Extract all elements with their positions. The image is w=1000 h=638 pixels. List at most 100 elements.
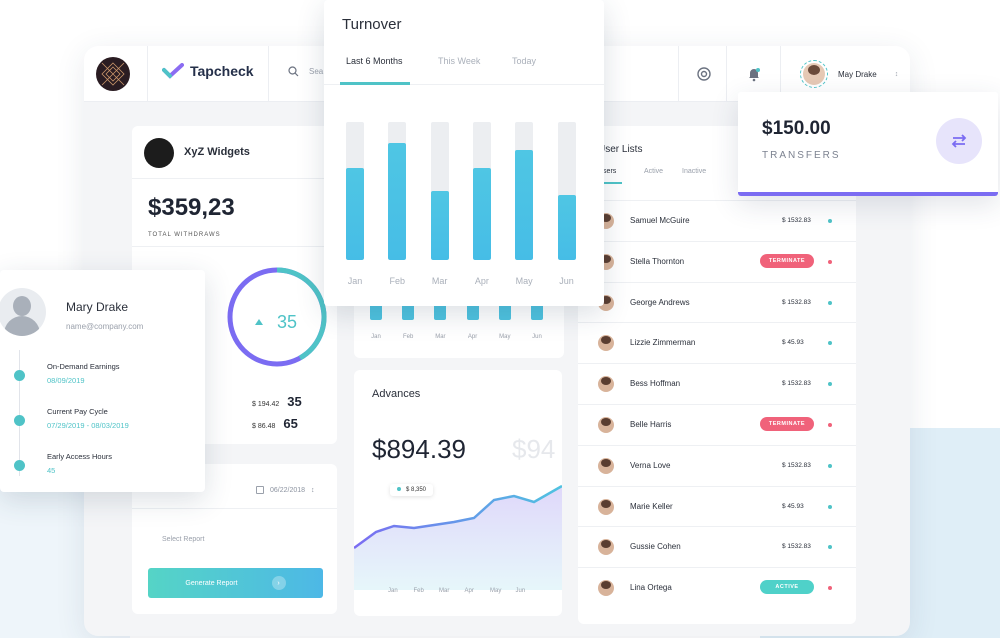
tab-inactive[interactable]: Inactive bbox=[682, 168, 707, 175]
status-dot bbox=[828, 219, 832, 223]
user-name: Marie Keller bbox=[630, 501, 673, 511]
chevron-updown-icon: ↕ bbox=[311, 486, 315, 494]
tab-last-6-months[interactable]: Last 6 Months bbox=[346, 56, 403, 66]
table-row[interactable]: Verna Love $ 1532.83 bbox=[578, 444, 856, 485]
tooltip-value: $ 8,350 bbox=[406, 487, 427, 493]
table-row[interactable]: Bess Hoffman $ 1532.83 bbox=[578, 363, 856, 403]
status-dot bbox=[828, 504, 832, 509]
user-avatar bbox=[598, 376, 614, 393]
timeline-dot bbox=[14, 370, 25, 381]
bar-apr[interactable] bbox=[472, 167, 491, 260]
status-dot bbox=[828, 463, 832, 468]
status-dot bbox=[828, 300, 832, 305]
user-name: George Andrews bbox=[630, 297, 690, 307]
bar-feb[interactable] bbox=[388, 142, 407, 260]
status-dot bbox=[828, 382, 832, 387]
search-icon bbox=[288, 66, 299, 77]
profile-card: Mary Drake name@company.com On-Demand Ea… bbox=[0, 270, 205, 492]
table-row[interactable]: Stella Thornton TERMINATE bbox=[578, 240, 856, 281]
mini-bar bbox=[531, 302, 543, 320]
table-row[interactable]: Lizzie Zimmerman $ 45.93 bbox=[578, 322, 856, 362]
table-row[interactable]: Lina Ortega ACTIVE bbox=[578, 567, 856, 607]
user-avatar bbox=[800, 60, 828, 88]
date-picker[interactable]: 06/22/2018 ↕ bbox=[256, 486, 315, 494]
profile-avatar bbox=[0, 288, 46, 336]
user-avatar bbox=[598, 498, 614, 515]
bar-mar[interactable] bbox=[430, 191, 449, 260]
x-tick-label: Jan bbox=[371, 334, 381, 340]
tab-active[interactable]: Active bbox=[644, 168, 664, 175]
user-lists-title: User Lists bbox=[598, 144, 643, 155]
tab-users[interactable]: Users bbox=[598, 168, 617, 175]
mini-bar bbox=[498, 302, 511, 320]
bar-track bbox=[430, 122, 449, 260]
bar-jun[interactable] bbox=[557, 195, 576, 260]
search-input[interactable]: Sea bbox=[309, 67, 324, 76]
user-amount: $ 1532.83 bbox=[782, 543, 811, 551]
bar-jan[interactable] bbox=[346, 167, 364, 260]
dashboard-window: Tapcheck Sea May Drake ↕ bbox=[84, 46, 910, 636]
tab-today[interactable]: Today bbox=[512, 56, 537, 66]
status-dot bbox=[828, 423, 832, 427]
up-arrow-icon bbox=[255, 319, 263, 325]
advances-amount: $894.39 bbox=[372, 434, 466, 464]
notification-bell-icon[interactable] bbox=[746, 66, 762, 82]
select-report-dropdown[interactable]: Select Report bbox=[162, 536, 205, 543]
user-avatar bbox=[598, 580, 614, 597]
x-tick-label: Apr bbox=[474, 276, 489, 286]
bar-track bbox=[346, 122, 364, 260]
transfers-label: TRANSFERS bbox=[762, 150, 841, 161]
x-tick-label: May bbox=[515, 276, 533, 286]
advances-title: Advances bbox=[372, 388, 421, 400]
table-row[interactable]: Belle Harris TERMINATE bbox=[578, 404, 856, 444]
company-avatar bbox=[144, 138, 174, 168]
lifebuoy-icon[interactable] bbox=[696, 66, 712, 82]
brand[interactable]: Tapcheck bbox=[162, 63, 254, 79]
bar-track bbox=[472, 122, 491, 260]
turnover-title: Turnover bbox=[342, 16, 402, 33]
calendar-icon bbox=[256, 486, 264, 494]
widget-row: $ 86.48 65 bbox=[252, 416, 298, 431]
user-avatar bbox=[598, 539, 614, 556]
table-row[interactable]: Marie Keller $ 45.93 bbox=[578, 485, 856, 526]
total-withdraws-label: TOTAL WITHDRAWS bbox=[148, 232, 221, 238]
mini-bar bbox=[402, 302, 415, 320]
table-row[interactable]: George Andrews $ 1532.83 bbox=[578, 281, 856, 322]
bar-may[interactable] bbox=[515, 149, 534, 260]
widget-row: $ 194.42 35 bbox=[252, 394, 302, 409]
x-tick-label: Apr bbox=[464, 588, 474, 594]
timeline-value: 07/29/2019 - 08/03/2019 bbox=[47, 421, 129, 430]
table-row[interactable]: Samuel McGuire $ 1532.83 bbox=[578, 200, 856, 240]
user-avatar bbox=[598, 457, 614, 474]
x-tick-label: Mar bbox=[431, 276, 448, 286]
user-amount: $ 1532.83 bbox=[782, 461, 811, 469]
user-menu[interactable]: May Drake ↕ bbox=[800, 60, 898, 88]
transfer-arrows-icon[interactable] bbox=[936, 118, 982, 164]
user-name: Gussie Cohen bbox=[630, 542, 681, 552]
user-name: Stella Thornton bbox=[630, 256, 685, 266]
table-row[interactable]: Gussie Cohen $ 1532.83 bbox=[578, 526, 856, 566]
timeline-dot bbox=[14, 460, 25, 471]
user-name: Lina Ortega bbox=[630, 583, 672, 593]
generate-report-button[interactable]: Generate Report › bbox=[148, 568, 323, 598]
status-badge: TERMINATE bbox=[760, 253, 814, 268]
timeline-value: 45 bbox=[47, 466, 56, 475]
tab-this-week[interactable]: This Week bbox=[438, 56, 481, 66]
row-amount: $ 194.42 bbox=[252, 401, 280, 408]
status-dot bbox=[828, 545, 832, 550]
row-count: 65 bbox=[283, 416, 298, 431]
timeline-label: Early Access Hours bbox=[47, 452, 113, 461]
row-count: 35 bbox=[287, 394, 302, 409]
x-tick-label: Mar bbox=[439, 588, 450, 594]
user-name: Lizzie Zimmerman bbox=[630, 338, 696, 348]
row-amount: $ 86.48 bbox=[252, 423, 276, 430]
search[interactable]: Sea bbox=[288, 66, 323, 77]
mini-bar bbox=[434, 302, 447, 320]
timeline-label: On-Demand Earnings bbox=[47, 362, 120, 371]
active-tab-indicator bbox=[340, 82, 410, 85]
x-tick-label: Jan bbox=[388, 588, 398, 594]
user-name: Samuel McGuire bbox=[630, 216, 690, 225]
x-tick-label: Jun bbox=[559, 276, 574, 286]
company-logo[interactable] bbox=[96, 57, 130, 91]
status-dot bbox=[828, 259, 832, 264]
